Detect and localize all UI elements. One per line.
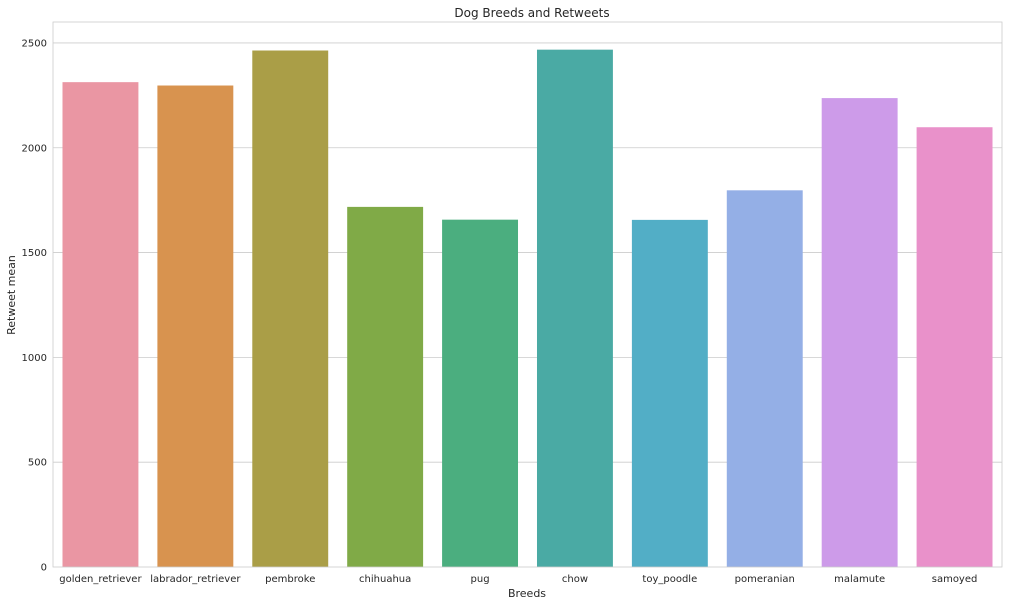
x-tick-labels: golden_retriever labrador_retriever pembro… <box>59 574 977 585</box>
bar-malamute <box>821 98 898 567</box>
y-tick-label: 2000 <box>22 143 47 154</box>
bar-chihuahua <box>347 206 424 567</box>
x-tick-label: chow <box>562 574 588 585</box>
x-tick-label: pug <box>471 574 490 585</box>
y-tick-label: 500 <box>28 458 47 469</box>
y-tick-label: 0 <box>41 563 47 574</box>
x-tick-label: golden_retriever <box>59 574 142 585</box>
x-tick-label: samoyed <box>932 574 978 585</box>
bar-samoyed <box>916 127 993 567</box>
bar-chow <box>536 49 613 567</box>
chart-title: Dog Breeds and Retweets <box>454 6 609 20</box>
x-tick-label: pomeranian <box>735 574 795 585</box>
x-axis-label: Breeds <box>508 587 546 600</box>
y-tick-labels: 0 500 1000 1500 2000 2500 <box>22 38 47 573</box>
bar-labrador-retriever <box>157 85 234 567</box>
y-tick-label: 2500 <box>22 38 47 49</box>
bar-pomeranian <box>726 190 803 567</box>
x-tick-label: pembroke <box>265 574 315 585</box>
y-axis-label: Retweet mean <box>5 255 18 335</box>
bar-pembroke <box>252 50 329 567</box>
y-tick-label: 1000 <box>22 353 47 364</box>
bars <box>62 49 993 568</box>
x-tick-label: chihuahua <box>359 574 411 585</box>
x-tick-label: toy_poodle <box>642 574 697 585</box>
bar-toy-poodle <box>631 219 708 567</box>
bar-golden-retriever <box>62 82 139 568</box>
bar-pug <box>442 219 519 568</box>
x-tick-label: labrador_retriever <box>150 574 241 585</box>
plot-frame <box>52 21 1003 568</box>
x-tick-label: malamute <box>834 574 885 585</box>
y-tick-label: 1500 <box>22 248 47 259</box>
